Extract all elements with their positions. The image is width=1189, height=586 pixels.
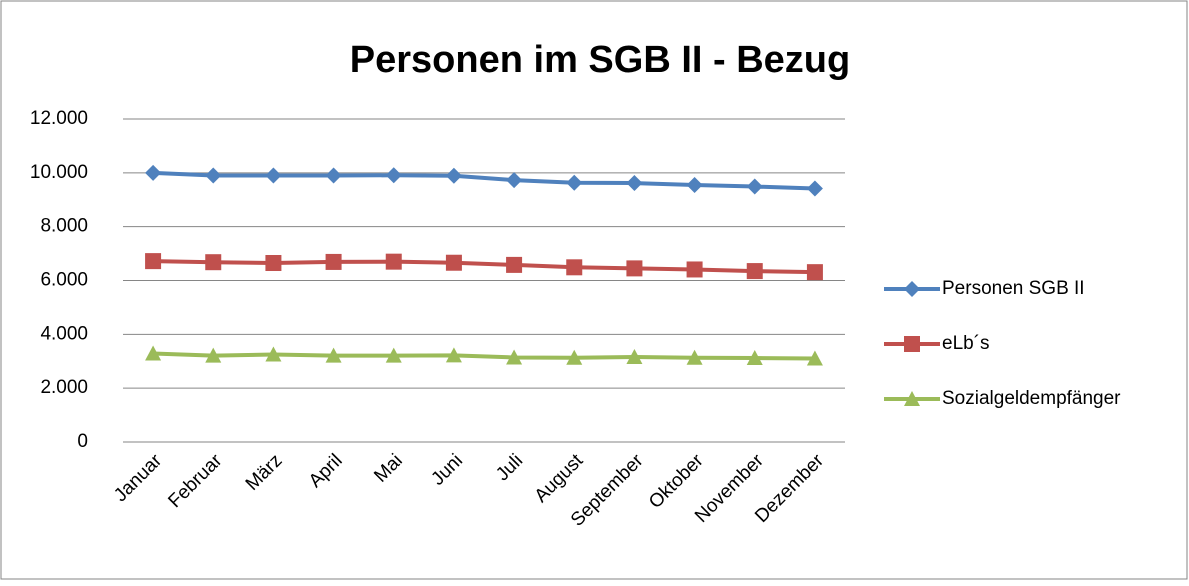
data-point [626, 348, 643, 364]
data-point [506, 349, 523, 365]
chart-title: Personen im SGB II - Bezug [350, 39, 850, 81]
legend-label: Sozialgeldempfänger [942, 388, 1121, 409]
data-point [806, 264, 823, 281]
data-point [506, 172, 523, 189]
series-line [153, 351, 815, 361]
series-line [152, 170, 815, 191]
data-point [686, 261, 703, 278]
y-tick-label: 4.000 [40, 323, 88, 344]
data-point [626, 175, 643, 192]
data-point [205, 167, 222, 184]
legend-marker [904, 336, 920, 352]
series-line [153, 259, 815, 275]
data-point [325, 167, 342, 184]
y-tick-label: 8.000 [40, 216, 88, 237]
data-point [385, 253, 402, 270]
data-point [566, 259, 583, 276]
data-point [445, 254, 462, 271]
data-point [566, 174, 583, 191]
data-point [205, 254, 222, 271]
data-point [145, 164, 162, 181]
data-point [325, 253, 342, 270]
data-point [806, 180, 823, 197]
data-point [325, 347, 342, 363]
legend-marker [904, 281, 920, 297]
data-point [145, 253, 162, 270]
data-point [746, 350, 763, 366]
y-tick-label: 0 [77, 431, 88, 452]
data-point [265, 346, 282, 362]
y-tick-label: 2.000 [40, 377, 88, 398]
data-point [746, 178, 763, 195]
data-point [445, 347, 462, 363]
data-point [445, 167, 462, 184]
legend-marker [904, 391, 920, 406]
y-tick-label: 6.000 [40, 270, 88, 291]
data-point [265, 255, 282, 272]
data-point [626, 260, 643, 277]
data-point [686, 176, 703, 193]
legend-label: eLb´s [942, 333, 990, 354]
data-point [806, 350, 823, 366]
data-point [385, 167, 402, 184]
data-point [145, 345, 162, 361]
legend-label: Personen SGB II [942, 278, 1085, 299]
data-point [506, 256, 523, 273]
data-point [566, 349, 583, 365]
data-point [746, 263, 763, 280]
data-point [205, 347, 222, 363]
data-point [686, 349, 703, 365]
y-tick-label: 10.000 [30, 162, 88, 183]
y-tick-label: 12.000 [30, 108, 88, 129]
data-point [385, 347, 402, 363]
data-point [265, 167, 282, 184]
